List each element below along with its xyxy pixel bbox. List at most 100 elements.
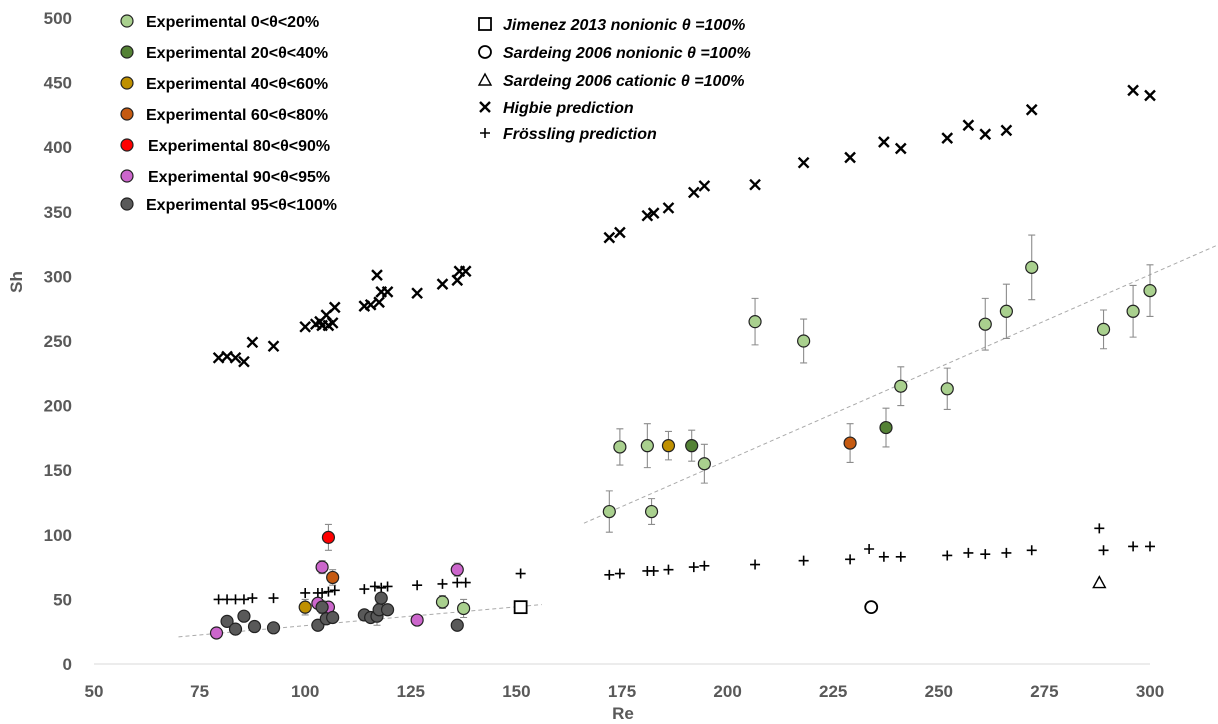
data-point <box>328 301 341 314</box>
legend-label: Jimenez 2013 nonionic θ =100% <box>503 17 745 34</box>
data-point <box>644 504 659 519</box>
data-point <box>436 278 449 291</box>
data-point <box>962 119 975 132</box>
data-point <box>460 577 471 588</box>
x-tick-label: 75 <box>190 682 209 701</box>
x-tick-label: 125 <box>397 682 425 701</box>
axis-layer: 50 75 100 125 150 175 200 225 250 275 300 0 50 100 150… <box>44 9 1165 701</box>
data-point <box>894 379 908 393</box>
data-point <box>1001 547 1012 558</box>
data-point <box>246 336 259 349</box>
data-point <box>1145 541 1155 552</box>
data-point <box>515 568 526 579</box>
data-point <box>699 560 710 571</box>
data-point <box>364 298 377 311</box>
data-point <box>222 594 233 605</box>
legend-label: Experimental 80<θ<90% <box>148 138 330 155</box>
data-point <box>641 209 654 222</box>
data-point <box>315 560 329 574</box>
data-point <box>450 618 464 632</box>
data-point <box>1096 322 1111 336</box>
data-point <box>209 626 224 640</box>
data-point <box>1144 89 1156 102</box>
data-point <box>323 586 334 597</box>
data-point <box>381 286 394 298</box>
y-tick-label: 350 <box>44 203 72 222</box>
data-point <box>895 551 906 562</box>
trendline-layer <box>178 244 1218 638</box>
legend-label: Experimental 40<θ<60% <box>146 76 328 93</box>
data-point <box>604 569 615 580</box>
data-point <box>879 420 893 435</box>
data-point <box>844 151 856 164</box>
legend-marker <box>477 72 493 86</box>
data-point <box>613 440 627 454</box>
data-point <box>369 581 380 592</box>
data-point <box>1098 545 1109 556</box>
legend-marker <box>120 169 134 183</box>
data-point <box>942 550 953 561</box>
data-point <box>380 603 395 617</box>
data-point <box>412 580 423 591</box>
data-point <box>1127 84 1139 97</box>
legend-marker <box>120 45 134 59</box>
data-point <box>999 304 1013 318</box>
data-point <box>220 614 234 628</box>
y-tick-label: 250 <box>44 332 72 351</box>
data-point <box>317 587 328 598</box>
legend-label: Experimental 0<θ<20% <box>146 14 319 31</box>
x-tick-label: 50 <box>85 682 104 701</box>
legend-marker <box>120 76 134 90</box>
data-point <box>614 226 626 239</box>
data-point <box>864 544 875 555</box>
data-point <box>247 619 262 634</box>
data-point <box>374 591 388 605</box>
legend-marker <box>120 14 134 28</box>
data-point <box>662 202 675 214</box>
y-tick-label: 0 <box>63 655 72 674</box>
x-tick-label: 175 <box>608 682 636 701</box>
x-tick-label: 200 <box>713 682 741 701</box>
data-point <box>1092 575 1107 589</box>
legend-label: Frössling prediction <box>503 126 657 143</box>
data-point <box>940 382 954 396</box>
data-point <box>451 274 464 287</box>
data-point <box>1026 545 1037 556</box>
y-tick-label: 50 <box>53 590 72 609</box>
data-point <box>978 317 992 331</box>
data-point <box>1025 103 1038 116</box>
data-point <box>698 180 711 192</box>
x-tick-label: 300 <box>1136 682 1164 701</box>
data-point <box>1143 284 1157 298</box>
data-point <box>266 621 281 635</box>
data-point <box>663 564 674 575</box>
data-point <box>373 296 385 309</box>
legend-label: Sardeing 2006 cationic θ =100% <box>503 73 744 90</box>
data-point <box>300 587 311 598</box>
data-point <box>452 577 463 588</box>
data-point <box>688 562 699 573</box>
data-point <box>437 578 448 589</box>
data-point <box>614 568 625 579</box>
data-point <box>435 595 450 609</box>
data-point <box>229 351 242 364</box>
data-point <box>371 269 383 281</box>
data-point <box>382 581 393 592</box>
data-point <box>603 231 616 244</box>
data-point <box>647 207 660 219</box>
x-tick-label: 250 <box>925 682 953 701</box>
data-point <box>602 504 616 519</box>
data-point <box>1126 304 1140 318</box>
data-point <box>459 265 472 278</box>
data-point <box>238 355 250 368</box>
legend-label: Experimental 95<θ<100% <box>146 197 337 214</box>
data-point <box>748 315 762 329</box>
data-point <box>685 439 699 453</box>
legend-label: Experimental 20<θ<40% <box>146 45 328 62</box>
legend-marker <box>479 101 491 113</box>
trendline <box>178 604 542 638</box>
data-point <box>894 142 907 155</box>
legend-marker <box>120 138 134 152</box>
legend-label: Experimental 60<θ<80% <box>146 107 328 124</box>
